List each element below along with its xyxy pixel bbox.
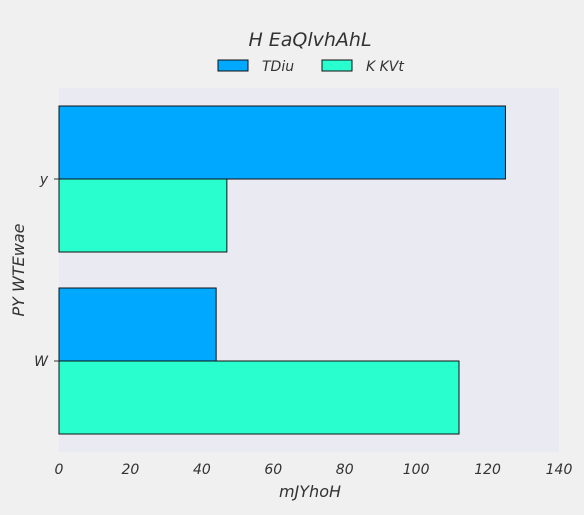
y-tick-label: W <box>34 354 49 370</box>
legend-swatch <box>217 59 249 72</box>
bar <box>58 178 228 253</box>
x-tick-label: 140 <box>546 462 573 478</box>
legend: TDiu K KVt <box>217 59 404 75</box>
bars <box>58 105 506 435</box>
bar <box>58 105 506 180</box>
x-tick-label: 60 <box>264 462 282 478</box>
bar <box>58 287 217 362</box>
bar <box>58 360 460 435</box>
y-tick-label: y <box>39 172 49 188</box>
legend-label: TDiu <box>262 59 294 75</box>
x-tick-label: 40 <box>193 462 211 478</box>
x-tick-label: 80 <box>336 462 354 478</box>
x-tick-label: 0 <box>55 462 64 478</box>
y-axis-ticks: yW <box>34 172 59 370</box>
legend-swatch <box>321 59 353 72</box>
x-axis-ticks: 0 20 40 60 80 100 120 140 <box>55 462 573 478</box>
x-tick-label: 100 <box>403 462 430 478</box>
legend-label: K KVt <box>366 59 404 75</box>
y-axis-label: PY WTEwae <box>9 223 28 316</box>
chart-title: H EaQlvhAhL <box>248 29 371 51</box>
x-axis-label: mJYhoH <box>279 482 341 501</box>
x-tick-label: 120 <box>474 462 501 478</box>
x-tick-label: 20 <box>122 462 140 478</box>
